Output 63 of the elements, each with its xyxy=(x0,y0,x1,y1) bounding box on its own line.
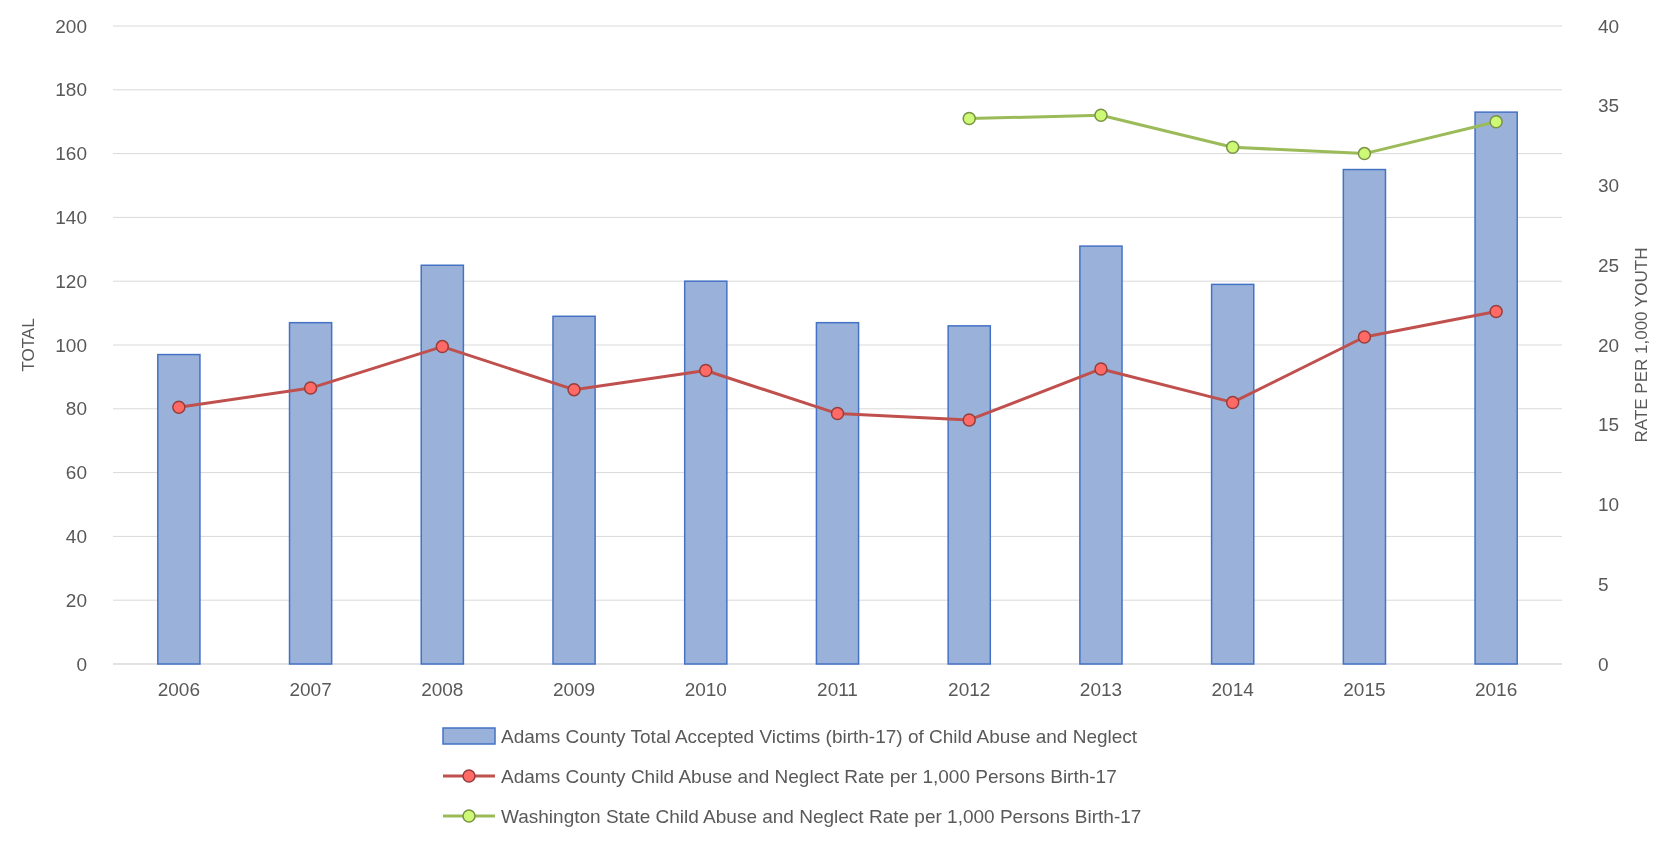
point xyxy=(172,400,186,414)
point xyxy=(1225,395,1240,410)
y-tick-label: 180 xyxy=(55,79,87,101)
y2-tick-label: 40 xyxy=(1598,15,1620,37)
y2-tick-label: 10 xyxy=(1598,494,1620,516)
x-tick-label: 2007 xyxy=(289,679,332,700)
bar xyxy=(683,280,728,665)
bar xyxy=(947,325,992,665)
y2-tick-label: 35 xyxy=(1598,95,1620,117)
bar xyxy=(815,321,860,665)
legend-label: Adams County Child Abuse and Neglect Rate per 1,000 Persons Birth-17 xyxy=(501,765,1117,787)
point xyxy=(435,339,450,354)
y2-tick-label: 15 xyxy=(1598,414,1620,436)
x-tick-label: 2009 xyxy=(552,679,596,700)
x-tick-label: 2012 xyxy=(948,679,991,700)
point xyxy=(303,381,318,395)
y2-tick-label: 5 xyxy=(1598,573,1609,595)
x-tick-label: 2015 xyxy=(1343,679,1386,700)
point xyxy=(699,363,713,378)
point xyxy=(962,413,976,427)
y-axis-title: TOTAL xyxy=(19,318,38,372)
bar xyxy=(552,315,596,665)
x-tick-label: 2016 xyxy=(1475,679,1518,700)
point xyxy=(830,406,845,421)
bar xyxy=(420,264,465,665)
point xyxy=(1489,114,1503,129)
y-tick-label: 100 xyxy=(55,334,87,356)
point xyxy=(1225,140,1240,154)
x-tick-label: 2006 xyxy=(157,679,200,700)
bar xyxy=(1210,283,1255,665)
x-tick-label: 2008 xyxy=(421,679,464,700)
y2-tick-label: 0 xyxy=(1598,653,1609,675)
legend-label: Adams County Total Accepted Victims (birth-17) of Child Abuse and Neglect xyxy=(501,725,1138,747)
y-tick-label: 0 xyxy=(76,653,87,675)
point xyxy=(1357,146,1372,161)
bar xyxy=(1079,245,1123,665)
point xyxy=(1357,330,1372,344)
y-tick-label: 200 xyxy=(55,15,87,37)
y2-tick-label: 30 xyxy=(1598,175,1620,197)
y-tick-label: 20 xyxy=(65,589,87,611)
bar xyxy=(288,321,333,665)
point xyxy=(1094,362,1108,376)
point xyxy=(567,382,581,397)
y-tick-label: 160 xyxy=(55,143,87,165)
y-tick-label: 40 xyxy=(65,526,87,548)
point xyxy=(1489,304,1503,319)
x-tick-label: 2010 xyxy=(684,679,727,700)
y-tick-label: 80 xyxy=(65,398,87,420)
bar xyxy=(1474,111,1518,665)
y2-tick-label: 20 xyxy=(1598,334,1620,356)
point xyxy=(1094,108,1108,123)
y-tick-label: 60 xyxy=(65,462,87,484)
point xyxy=(962,111,976,126)
x-tick-label: 2011 xyxy=(817,679,858,700)
y-tick-label: 120 xyxy=(55,270,87,292)
y-tick-label: 140 xyxy=(55,207,87,229)
x-tick-label: 2013 xyxy=(1079,679,1123,700)
x-tick-label: 2014 xyxy=(1211,679,1255,700)
bar xyxy=(157,353,201,665)
bar xyxy=(1342,168,1387,665)
y2-axis-title: RATE PER 1,000 YOUTH xyxy=(1632,247,1651,443)
y2-tick-label: 25 xyxy=(1598,254,1620,276)
legend-label: Washington State Child Abuse and Neglect Rate per 1,000 Persons Birth-17 xyxy=(501,805,1142,827)
